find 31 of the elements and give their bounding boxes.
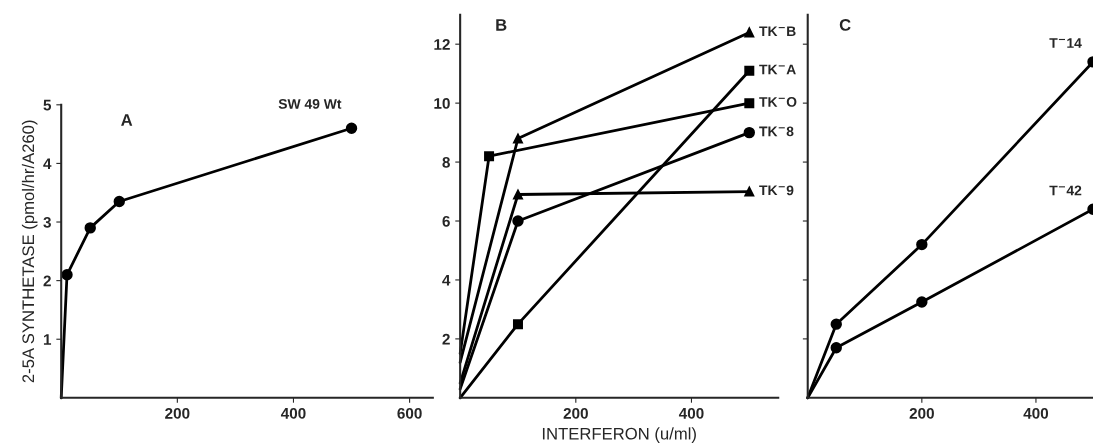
y-tick-label: 5	[43, 99, 52, 111]
series-label: T$^{−}$42	[1049, 185, 1082, 196]
series-label: TK$^{−}$A	[759, 64, 796, 75]
y-tick-label: 6	[442, 215, 450, 227]
y-tick-label: 1	[43, 334, 52, 345]
y-tick-label: 12	[434, 39, 450, 50]
series-label: T$^{−}$14	[1049, 38, 1082, 48]
y-tick-label: 4	[43, 158, 52, 169]
x-tick-label: 400	[280, 407, 306, 419]
y-tick-label: 8	[442, 156, 450, 168]
y-tick-label: 2	[43, 275, 51, 287]
y-tick-label: 2	[442, 333, 450, 345]
y-tick-label: 3	[43, 216, 51, 228]
series-label: TK$^{−}$B	[759, 26, 796, 36]
x-tick-label: 200	[909, 407, 934, 419]
chart-title: A	[121, 114, 133, 126]
x-tick-label: 400	[1023, 407, 1049, 419]
y-tick-label: 10	[434, 98, 450, 109]
x-tick-label: 200	[165, 407, 190, 419]
series-label: TK$^{−}$8	[759, 126, 794, 137]
chart-title: B	[496, 19, 507, 31]
x-tick-label: 600	[397, 407, 422, 419]
series-label: TK$^{−}$O	[759, 97, 797, 107]
series-label: SW 49 Wt	[278, 99, 342, 109]
x-axis-title: INTERFERON (u/ml)	[542, 427, 696, 443]
y-tick-label: 4	[442, 274, 451, 286]
y-axis-title: 2-5A SYNTHETASE (pmol/hr/A260)	[21, 120, 38, 383]
series-label: TK$^{−}$9	[759, 185, 794, 196]
x-tick-label: 200	[563, 407, 588, 419]
chart-title: C	[839, 18, 851, 31]
x-tick-label: 400	[678, 407, 704, 419]
